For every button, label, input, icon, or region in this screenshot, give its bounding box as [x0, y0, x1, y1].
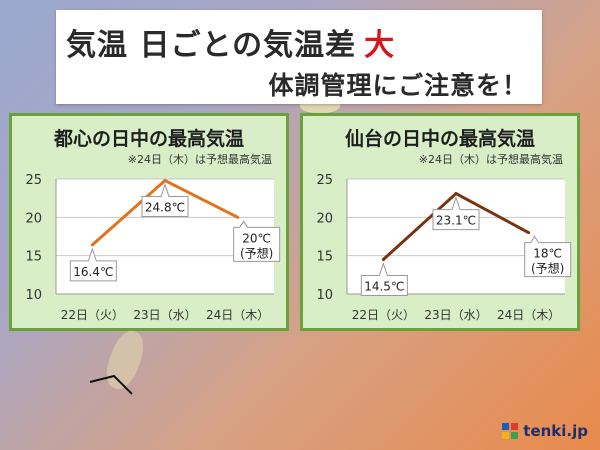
data-point: [90, 243, 94, 247]
data-label-text: 24.8℃: [145, 201, 185, 215]
data-label: 16.4℃: [69, 247, 117, 282]
data-label-text: 14.5℃: [364, 280, 404, 294]
data-point: [381, 258, 385, 261]
x-tick-label: 24日（木）: [497, 308, 560, 322]
data-point: [236, 215, 240, 219]
data-label-box: [233, 220, 281, 262]
y-tick-label: 10: [25, 288, 42, 303]
data-point: [454, 192, 458, 196]
y-tick-label: 15: [25, 250, 42, 265]
y-tick-label: 25: [25, 173, 42, 188]
main-title-text: 気温 日ごとの気温差: [66, 28, 357, 63]
main-title-accent: 大: [364, 28, 396, 63]
chart-sendai: 10 15 20 25 22日（火） 23日（水） 24日（木） 14.5℃ 23.1℃ 18℃(…: [316, 173, 572, 322]
data-point: [163, 179, 167, 183]
x-tick-label: 22日（火）: [61, 308, 124, 322]
data-label-text: (予想): [240, 245, 273, 260]
data-label: 24.8℃: [141, 182, 189, 218]
data-label: 23.1℃: [432, 195, 480, 231]
chart-note: ※24日（木）は予想最高気温: [418, 153, 563, 166]
chart-panel-sendai: 仙台の日中の最高気温 ※24日（木）は予想最高気温 10 15 20 25 22日（火）…: [300, 113, 580, 331]
x-tick-label: 24日（木）: [206, 308, 269, 322]
data-label-box: [69, 247, 117, 282]
x-tick-label: 23日（水）: [424, 308, 487, 322]
sub-title: 体調管理にご注意を！: [268, 71, 528, 100]
tenki-logo-icon: [502, 423, 519, 439]
y-tick-label: 20: [25, 211, 42, 226]
data-label: 14.5℃: [360, 261, 408, 296]
data-label: 20℃(予想): [233, 220, 281, 262]
y-tick-label: 10: [316, 288, 333, 303]
chart-tokyo: 10 15 20 25 22日（火） 23日（水） 24日（木） 16.4℃ 24.8℃ 20℃(…: [25, 173, 281, 322]
data-point: [527, 231, 531, 235]
x-tick-label: 23日（水）: [133, 308, 196, 322]
x-tick-label: 22日（火）: [352, 308, 415, 322]
data-label-box: [432, 195, 480, 231]
chart-panel-tokyo: 都心の日中の最高気温 ※24日（木）は予想最高気温 10 15 20 25 22日（火）…: [9, 113, 289, 331]
main-title: 気温 日ごとの気温差大: [66, 20, 395, 64]
chart-title: 都心の日中の最高気温: [53, 128, 244, 150]
chart-title: 仙台の日中の最高気温: [344, 128, 535, 150]
chart-note: ※24日（木）は予想最高気温: [127, 153, 272, 166]
data-label-box: [524, 235, 572, 278]
data-label: 18℃(予想): [524, 235, 572, 278]
y-tick-label: 25: [316, 173, 333, 188]
tenki-logo: tenki.jp: [501, 422, 588, 440]
data-label-text: 18℃: [533, 247, 562, 261]
data-label-text: (予想): [531, 261, 564, 276]
data-label-box: [141, 182, 189, 218]
data-label-text: 16.4℃: [73, 265, 113, 279]
title-box: 気温 日ごとの気温差大 体調管理にご注意を！: [56, 10, 542, 104]
data-label-text: 23.1℃: [436, 214, 476, 228]
y-tick-label: 15: [316, 250, 333, 265]
y-tick-label: 20: [316, 211, 333, 226]
data-label-text: 20℃: [242, 231, 271, 245]
data-label-box: [360, 261, 408, 296]
map-outline-accent: [89, 374, 133, 395]
logo-text: tenki.jp: [523, 422, 588, 440]
